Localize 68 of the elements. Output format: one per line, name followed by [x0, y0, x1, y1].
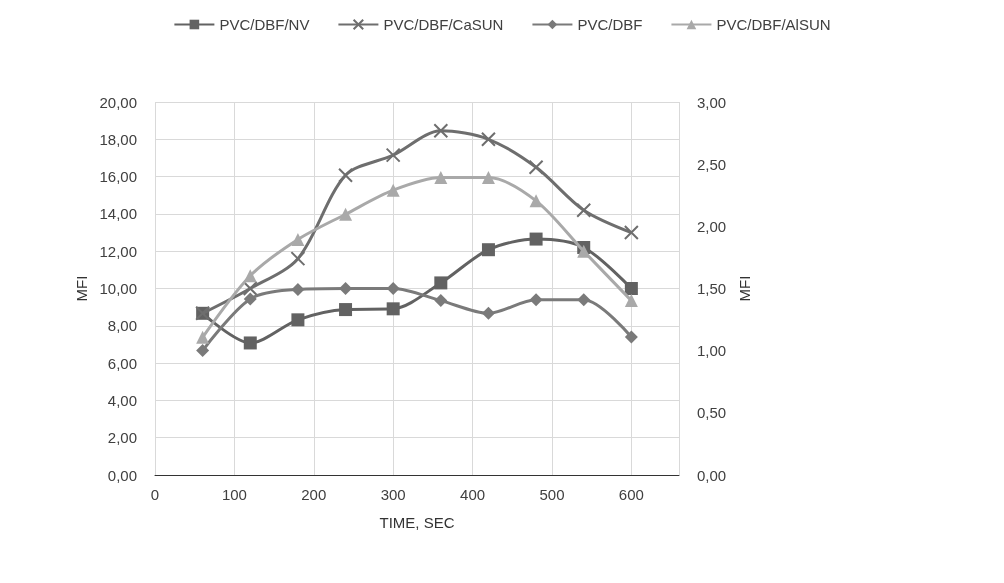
point	[434, 171, 448, 185]
y-tick-label: 14,00	[99, 205, 137, 223]
y-tick-label: 16,00	[99, 168, 137, 186]
point	[339, 282, 353, 295]
point	[196, 330, 210, 344]
x-tick-label: 200	[301, 486, 327, 503]
point	[386, 282, 400, 295]
point	[243, 269, 257, 283]
point	[243, 336, 257, 350]
point	[577, 293, 591, 307]
point	[480, 131, 496, 147]
point	[528, 159, 544, 175]
point	[434, 276, 448, 290]
point	[529, 194, 543, 208]
y-tick-label: 20,00	[99, 93, 137, 111]
y-tick-label: 6,00	[107, 354, 137, 372]
y2-tick-label: 1,50	[697, 280, 727, 297]
y2-tick-label: 0,00	[697, 466, 727, 484]
point	[529, 232, 543, 246]
point	[623, 225, 639, 241]
x-tick-label: 0	[150, 486, 160, 503]
point	[291, 313, 305, 327]
legend-label: PVC/DBF/CaSUN	[383, 16, 504, 33]
x-axis-title: TIME, SEC	[379, 514, 455, 531]
point	[196, 344, 210, 358]
point	[624, 282, 638, 295]
point	[386, 183, 400, 197]
y-axis-title: MFI	[72, 275, 90, 302]
point	[529, 293, 543, 307]
point	[576, 202, 592, 218]
point	[481, 243, 495, 257]
y-tick-label: 4,00	[107, 391, 137, 409]
legend-label: PVC/DBF	[577, 16, 643, 33]
x-tick-label: 300	[380, 486, 406, 503]
y2-tick-label: 3,00	[697, 93, 727, 111]
point	[481, 171, 495, 185]
x-tick-label: 500	[539, 486, 565, 503]
x-tick-label: 600	[618, 486, 644, 503]
point	[624, 294, 638, 308]
point	[385, 147, 401, 163]
point	[577, 244, 591, 258]
point	[433, 123, 449, 139]
y2-tick-label: 2,00	[697, 217, 727, 235]
y-tick-label: 0,00	[107, 466, 137, 484]
legend-label: PVC/DBF/AlSUN	[716, 16, 831, 33]
point	[243, 292, 257, 306]
x-tick-label: 100	[221, 486, 247, 503]
y-tick-label: 18,00	[99, 130, 137, 148]
y-tick-label: 2,00	[107, 429, 137, 447]
y-tick-label: 8,00	[107, 317, 137, 335]
x-tick-label: 400	[460, 486, 486, 503]
y2-tick-label: 1,00	[697, 342, 727, 360]
y-tick-label: 12,00	[99, 242, 137, 260]
y2-tick-label: 2,50	[697, 155, 727, 173]
legend-label: PVC/DBF/NV	[219, 16, 310, 33]
point	[291, 232, 305, 246]
point	[338, 167, 354, 183]
point	[291, 282, 305, 296]
point	[339, 207, 353, 221]
point	[481, 306, 495, 320]
y2-axis-title: MFI	[736, 275, 754, 302]
point	[386, 302, 400, 316]
y2-tick-label: 0,50	[697, 404, 727, 422]
point	[242, 281, 258, 296]
point	[434, 294, 448, 308]
point	[624, 330, 638, 344]
y-tick-label: 10,00	[99, 280, 137, 297]
point	[339, 303, 353, 317]
